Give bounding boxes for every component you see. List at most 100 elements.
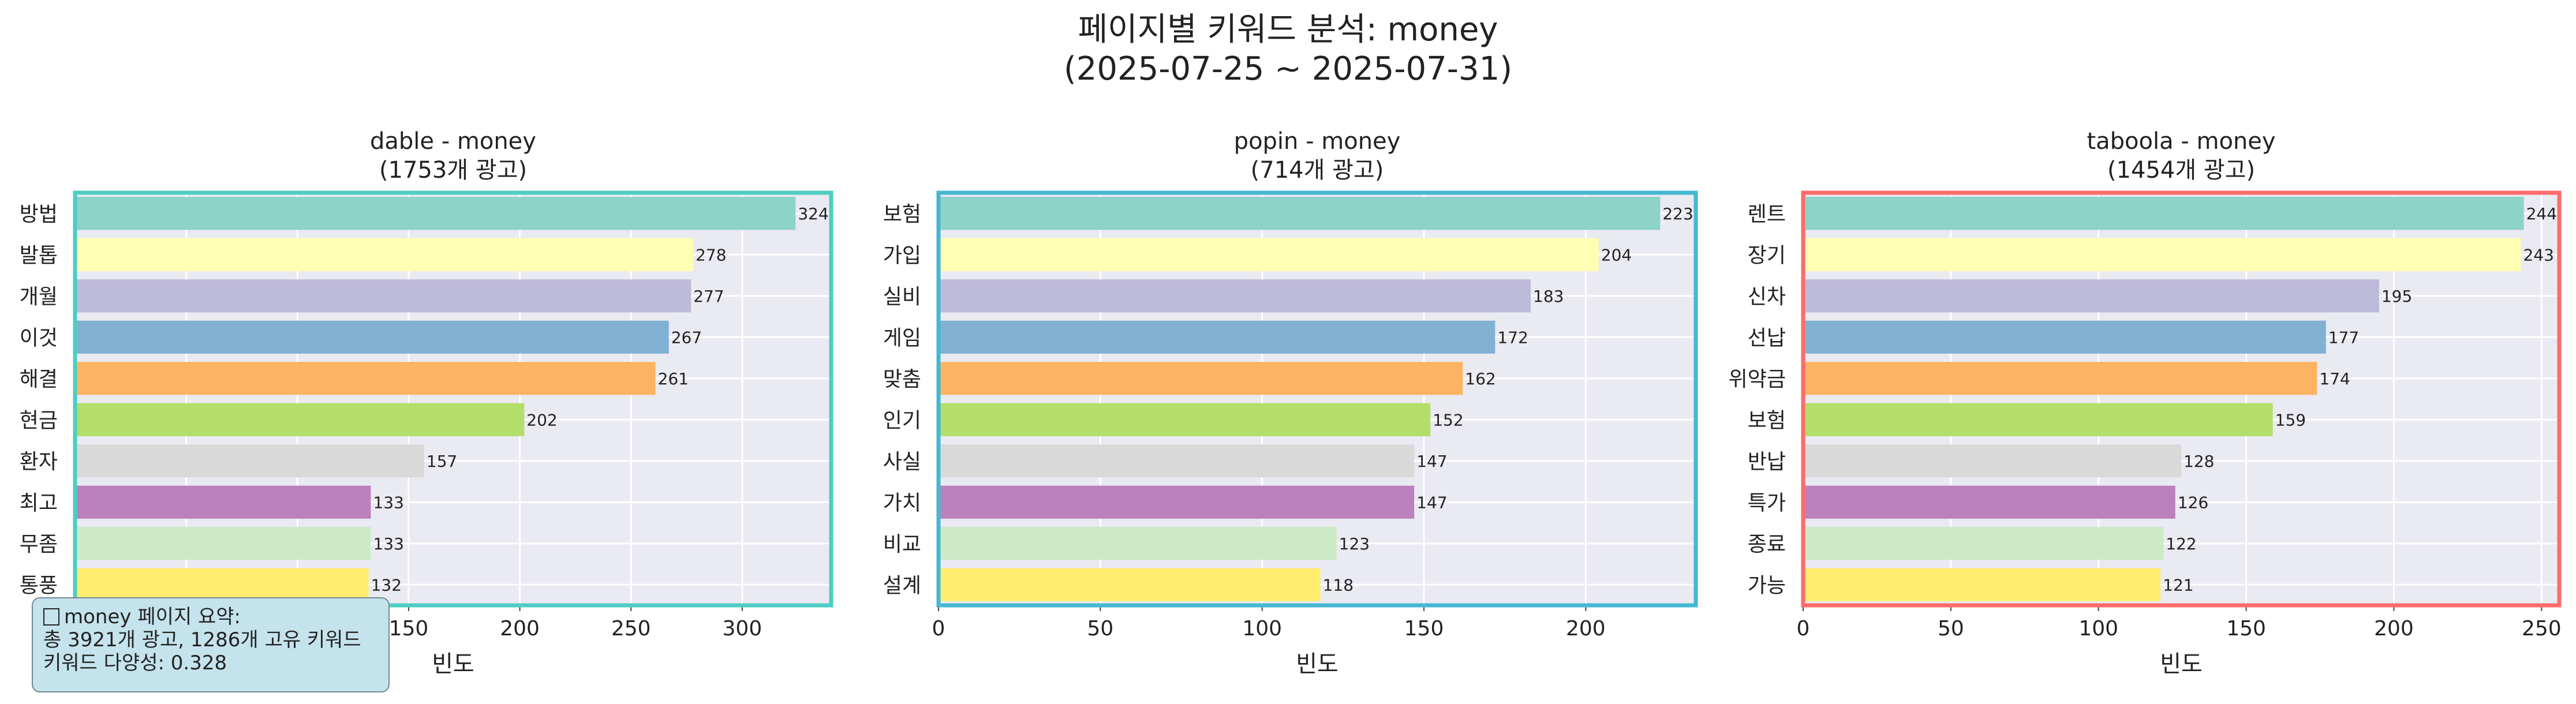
x-axis-label: 빈도 <box>1296 651 1339 677</box>
title-line-1: dable - money <box>370 128 536 155</box>
value-label: 126 <box>2178 493 2208 512</box>
title-line-1: 페이지별 키워드 분석: money <box>1078 11 1498 48</box>
value-label: 152 <box>1433 410 1463 429</box>
x-tick-label: 300 <box>723 617 762 641</box>
bar-설계 <box>939 568 1321 601</box>
bar-개월 <box>75 279 691 313</box>
x-tick-label: 100 <box>2078 617 2118 641</box>
value-label: 118 <box>1323 575 1354 594</box>
category-label: 인기 <box>883 409 921 432</box>
x-tick-label: 200 <box>2374 617 2414 641</box>
summary-line-1: money 페이지 요약: <box>64 605 241 628</box>
value-label: 244 <box>2526 204 2557 223</box>
category-label: 설계 <box>883 574 921 597</box>
bar-렌트 <box>1803 197 2524 230</box>
bar-보험 <box>1803 403 2273 436</box>
category-label: 현금 <box>20 409 58 432</box>
category-label: 가능 <box>1748 574 1786 597</box>
bar-사실 <box>939 444 1415 478</box>
category-label: 발톱 <box>20 244 58 267</box>
panel-title-popin: popin - money (714개 광고) <box>939 127 1696 185</box>
title-line-1: popin - money <box>1233 128 1401 155</box>
plot-frame <box>73 190 833 608</box>
value-label: 172 <box>1497 328 1528 347</box>
category-label: 사실 <box>883 450 921 474</box>
value-label: 147 <box>1416 493 1447 512</box>
category-label: 신차 <box>1748 285 1786 309</box>
category-label: 무좀 <box>20 533 58 556</box>
x-tick-label: 200 <box>1566 617 1606 641</box>
bar-환자 <box>75 444 424 478</box>
category-label: 특가 <box>1748 491 1786 515</box>
category-label: 위약금 <box>1729 368 1786 391</box>
title-line-2: (2025-07-25 ~ 2025-07-31) <box>1063 50 1513 88</box>
x-tick-label: 0 <box>1797 617 1810 641</box>
bar-보험 <box>939 197 1661 230</box>
value-label: 162 <box>1465 369 1495 388</box>
value-label: 132 <box>371 575 402 594</box>
category-label: 가입 <box>883 244 921 267</box>
x-axis-label: 빈도 <box>2160 651 2203 677</box>
x-tick-label: 50 <box>1087 617 1113 641</box>
category-label: 게임 <box>883 326 921 350</box>
value-label: 267 <box>671 328 702 347</box>
bar-방법 <box>75 197 796 230</box>
category-label: 개월 <box>20 285 58 309</box>
panel-title-dable: dable - money (1753개 광고) <box>75 127 831 185</box>
title-line-1: taboola - money <box>2087 128 2276 155</box>
bar-실비 <box>939 279 1531 313</box>
value-label: 128 <box>2184 452 2214 471</box>
bar-비교 <box>939 527 1337 560</box>
bar-무좀 <box>75 527 371 560</box>
bar-인기 <box>939 403 1431 436</box>
category-label: 종료 <box>1748 533 1786 556</box>
x-tick-label: 150 <box>2226 617 2266 641</box>
x-tick-label: 50 <box>1938 617 1964 641</box>
bar-반납 <box>1803 444 2181 478</box>
value-label: 243 <box>2523 245 2553 264</box>
bar-게임 <box>939 320 1495 354</box>
title-line-2: (1454개 광고) <box>2107 157 2256 184</box>
bar-최고 <box>75 485 371 519</box>
bar-장기 <box>1803 238 2521 271</box>
bar-신차 <box>1803 279 2379 313</box>
bar-현금 <box>75 403 525 436</box>
chart-panel-dable: 324 방법 278 발톱 277 개월 267 이것 261 해결 202 현금 157 환자 133 최고… <box>20 190 833 677</box>
value-label: 122 <box>2166 534 2196 553</box>
title-line-2: (1753개 광고) <box>379 157 528 184</box>
value-label: 159 <box>2275 410 2306 429</box>
value-label: 177 <box>2328 328 2359 347</box>
value-label: 278 <box>696 245 726 264</box>
category-label: 통풍 <box>20 574 58 597</box>
value-label: 123 <box>1339 534 1370 553</box>
bar-특가 <box>1803 485 2175 519</box>
x-tick-label: 0 <box>932 617 945 641</box>
value-label: 223 <box>1662 204 1693 223</box>
category-label: 렌트 <box>1748 203 1786 226</box>
category-label: 가치 <box>883 491 921 515</box>
category-label: 보험 <box>1748 409 1786 432</box>
category-label: 비교 <box>883 533 921 556</box>
value-label: 133 <box>373 534 403 553</box>
figure-title: 페이지별 키워드 분석: money (2025-07-25 ~ 2025-07-… <box>0 10 2576 89</box>
category-label: 반납 <box>1748 450 1786 474</box>
value-label: 174 <box>2319 369 2350 388</box>
bar-종료 <box>1803 527 2164 560</box>
value-label: 204 <box>1601 245 1632 264</box>
bar-이것 <box>75 320 669 354</box>
x-tick-label: 150 <box>389 617 429 641</box>
category-label: 최고 <box>20 491 58 515</box>
category-label: 선납 <box>1748 326 1786 350</box>
bar-선납 <box>1803 320 2326 354</box>
plot-frame <box>936 190 1698 608</box>
category-label: 맞춤 <box>883 368 921 391</box>
plot-frame <box>1801 190 2562 608</box>
x-tick-label: 200 <box>500 617 540 641</box>
bar-위약금 <box>1803 362 2317 395</box>
category-label: 보험 <box>883 203 921 226</box>
panel-title-taboola: taboola - money (1454개 광고) <box>1803 127 2559 185</box>
category-label: 실비 <box>883 285 921 309</box>
bar-해결 <box>75 362 656 395</box>
category-label: 해결 <box>20 368 58 391</box>
bar-발톱 <box>75 238 694 271</box>
